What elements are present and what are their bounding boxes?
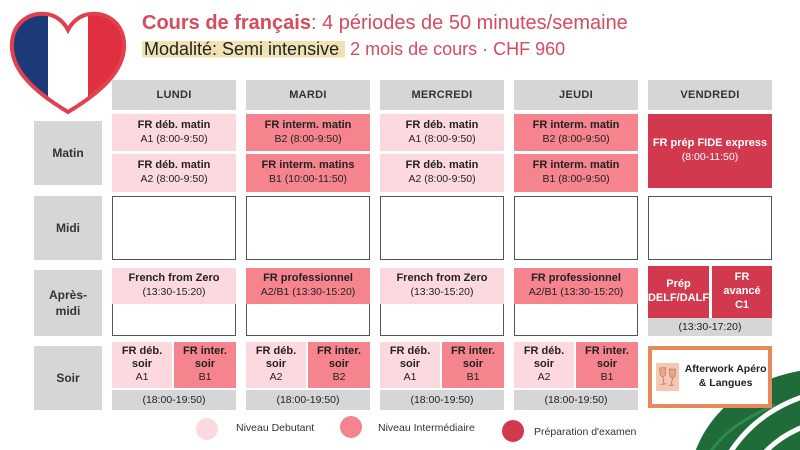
course-mardi-soir-deb: FR déb. soir A2	[246, 342, 306, 388]
course-jeudi-fr-professionnel: FR professionnel A2/B1 (13:30-15:20)	[514, 268, 638, 304]
modalite-highlight: Modalité: Semi intensive	[142, 39, 346, 59]
day-header-jeudi: JEUDI	[514, 80, 638, 110]
course-jeudi-matin-b2: FR interm. matin B2 (8:00-9:50)	[514, 114, 638, 151]
course-lundi-soir-deb: FR déb. soir A1	[112, 342, 172, 388]
day-header-mardi: MARDI	[246, 80, 370, 110]
legend-dot-examen	[502, 420, 524, 442]
course-mardi-matin-b2: FR interm. matin B2 (8:00-9:50)	[246, 114, 370, 151]
page-title: Cours de français: 4 périodes de 50 minu…	[142, 12, 628, 34]
time-mardi-soir: (18:00-19:50)	[246, 390, 370, 410]
course-vendredi-fide-express: FR prép FIDE express (8:00-11:50)	[648, 114, 772, 188]
row-header-midi: Midi	[34, 196, 102, 260]
course-mercredi-matin-a2: FR déb. matin A2 (8:00-9:50)	[380, 154, 504, 192]
day-header-lundi: LUNDI	[112, 80, 236, 110]
course-lundi-matin-a1: FR déb. matin A1 (8:00-9:50)	[112, 114, 236, 151]
heart-france-flag-icon	[9, 11, 127, 115]
course-jeudi-soir-deb: FR déb. soir A2	[514, 342, 574, 388]
course-vendredi-prep-delf-dalf: Prép DELF/DALF	[648, 266, 709, 318]
course-jeudi-matin-b1: FR interm. matin B1 (8:00-9:50)	[514, 154, 638, 192]
day-header-vendredi: VENDREDI	[648, 80, 772, 110]
course-mardi-soir-inter: FR inter. soir B2	[308, 342, 370, 388]
course-mercredi-matin-a1: FR déb. matin A1 (8:00-9:50)	[380, 114, 504, 151]
empty-slot-mardi-midi	[246, 196, 370, 260]
empty-slot-mercredi-midi	[380, 196, 504, 260]
empty-slot-lundi-midi	[112, 196, 236, 260]
afterwork-label: Afterwork Apéro & Langues	[684, 363, 767, 389]
time-mercredi-soir: (18:00-19:50)	[380, 390, 504, 410]
course-mercredi-french-from-zero: French from Zero (13:30-15:20)	[380, 268, 504, 304]
course-mardi-fr-professionnel: FR professionnel A2/B1 (13:30-15:20)	[246, 268, 370, 304]
course-jeudi-soir-inter: FR inter. soir B1	[576, 342, 638, 388]
legend-label-examen: Préparation d'examen	[534, 426, 637, 438]
empty-slot-jeudi-midi	[514, 196, 638, 260]
wine-glasses-icon	[656, 362, 680, 392]
row-header-apres-midi: Après- midi	[34, 270, 102, 336]
course-mercredi-soir-deb: FR déb. soir A1	[380, 342, 440, 388]
day-header-mercredi: MERCREDI	[380, 80, 504, 110]
time-vendredi-apres-midi: (13:30-17:20)	[648, 318, 772, 336]
time-lundi-soir: (18:00-19:50)	[112, 390, 236, 410]
empty-slot-vendredi-midi	[648, 196, 772, 260]
afterwork-card: Afterwork Apéro & Langues	[648, 346, 772, 408]
row-header-soir: Soir	[34, 346, 102, 410]
course-lundi-matin-a2: FR déb. matin A2 (8:00-9:50)	[112, 154, 236, 192]
row-header-matin: Matin	[34, 121, 102, 185]
course-lundi-soir-inter: FR inter. soir B1	[174, 342, 236, 388]
course-lundi-french-from-zero: French from Zero (13:30-15:20)	[112, 268, 236, 304]
time-jeudi-soir: (18:00-19:50)	[514, 390, 638, 410]
monstera-leaf-icon	[695, 370, 800, 450]
course-mardi-matin-b1: FR interm. matins B1 (10:00-11:50)	[246, 154, 370, 192]
legend-dot-debutant	[196, 418, 218, 440]
course-vendredi-fr-avance-c1: FR avancé C1	[712, 266, 772, 318]
course-mercredi-soir-inter: FR inter. soir B1	[442, 342, 504, 388]
legend-label-debutant: Niveau Debutant	[236, 422, 315, 434]
legend-label-intermediaire: Niveau Intermédiaire	[378, 422, 475, 434]
legend-dot-intermediaire	[340, 416, 362, 438]
page-subtitle: Modalité: Semi intensive 2 mois de cours…	[142, 39, 566, 59]
